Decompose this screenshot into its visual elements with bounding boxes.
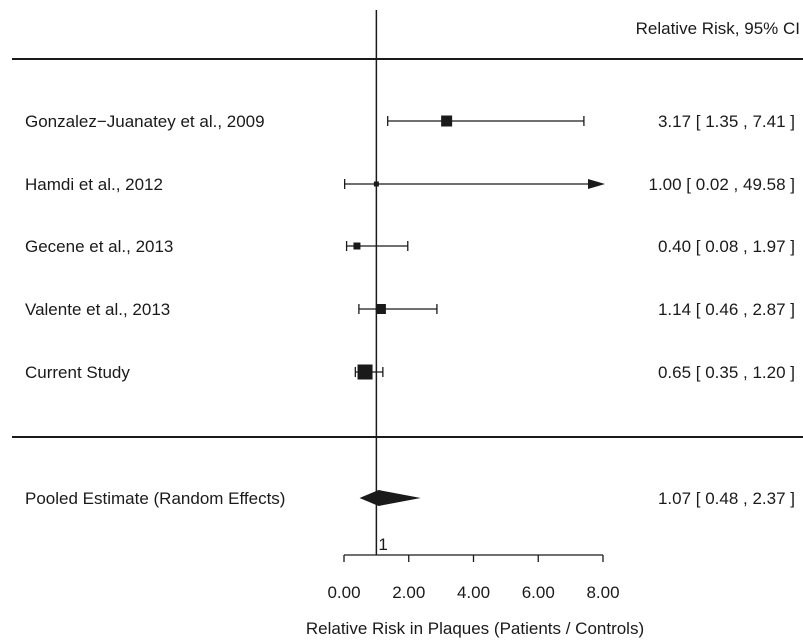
x-tick-label: 0.00 [327, 583, 360, 602]
study-ci-text: 0.65 [ 0.35 , 1.20 ] [658, 363, 795, 382]
point-estimate-box [373, 181, 379, 187]
x-tick-label: 2.00 [392, 583, 425, 602]
study-label: Valente et al., 2013 [25, 300, 170, 319]
x-tick-label: 6.00 [522, 583, 555, 602]
study-ci-text: 3.17 [ 1.35 , 7.41 ] [658, 112, 795, 131]
study-label: Gecene et al., 2013 [25, 237, 173, 256]
point-estimate-box [441, 115, 453, 127]
point-estimate-box [353, 242, 361, 250]
pooled-diamond [359, 490, 421, 506]
point-estimate-box [357, 364, 373, 380]
study-ci-text: 1.14 [ 0.46 , 2.87 ] [658, 300, 795, 319]
x-tick-label: 8.00 [586, 583, 619, 602]
study-ci-text: 0.40 [ 0.08 , 1.97 ] [658, 237, 795, 256]
ci-column-header: Relative Risk, 95% CI [636, 19, 800, 38]
reference-line-label: 1 [378, 535, 387, 554]
ci-arrow [588, 179, 605, 189]
point-estimate-box [375, 304, 386, 314]
study-label: Current Study [25, 363, 130, 382]
pooled-ci-text: 1.07 [ 0.48 , 2.37 ] [658, 489, 795, 508]
study-ci-text: 1.00 [ 0.02 , 49.58 ] [648, 175, 795, 194]
x-tick-label: 4.00 [457, 583, 490, 602]
pooled-label: Pooled Estimate (Random Effects) [25, 489, 285, 508]
study-label: Gonzalez−Juanatey et al., 2009 [25, 112, 265, 131]
x-axis-label: Relative Risk in Plaques (Patients / Con… [306, 619, 644, 638]
study-label: Hamdi et al., 2012 [25, 175, 163, 194]
